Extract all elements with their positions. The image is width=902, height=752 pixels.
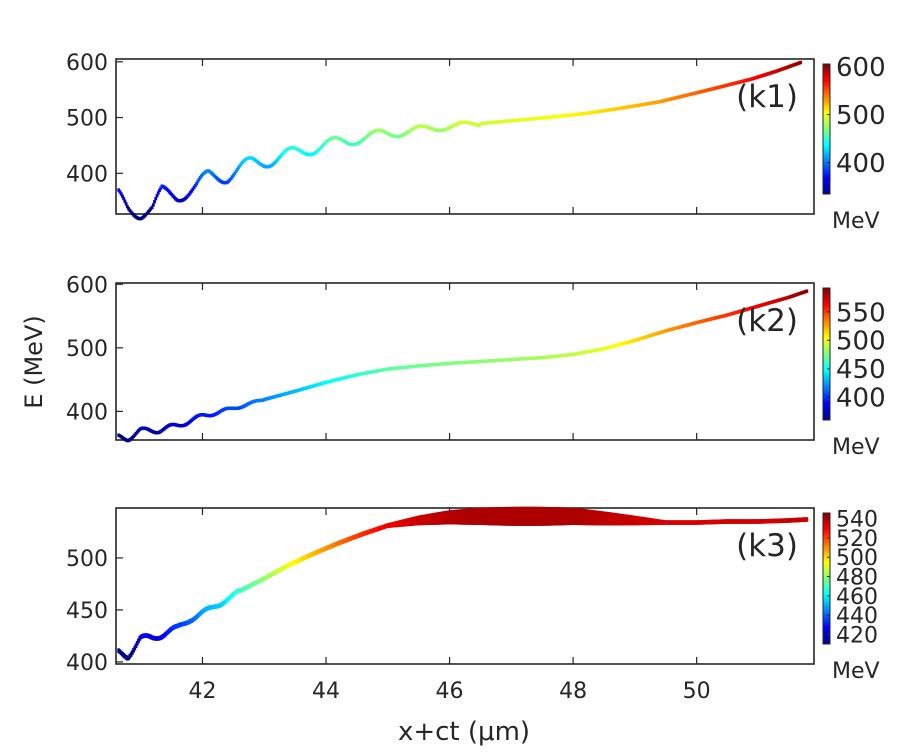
colorbar-unit: MeV — [832, 435, 880, 460]
colorbar-tick-label: 450 — [836, 355, 886, 385]
scatter-point — [159, 186, 163, 190]
x-axis-label: x+ct (μm) — [398, 717, 530, 747]
panel-label: (k2) — [736, 303, 798, 339]
scatter-point — [234, 169, 238, 174]
scatter-points — [117, 506, 809, 661]
scatter-point — [805, 517, 809, 522]
scatter-point — [135, 641, 139, 646]
scatter-point — [150, 205, 154, 210]
x-tick-label: 42 — [188, 679, 216, 704]
scatter-point — [133, 645, 137, 651]
scatter-point — [151, 203, 155, 207]
colorbar-unit: MeV — [832, 209, 880, 234]
scatter-point — [191, 187, 195, 191]
y-tick-label: 600 — [66, 51, 108, 76]
colorbar-unit: MeV — [832, 659, 880, 684]
colorbar-tick-label: 500 — [836, 546, 878, 571]
scatter-point — [192, 185, 196, 190]
scatter-point — [799, 60, 803, 65]
scatter-point — [122, 196, 126, 201]
scatter-point — [120, 194, 124, 198]
colorbar-tick-label: 540 — [836, 508, 878, 533]
scatter-point — [230, 175, 234, 179]
x-tick-label: 50 — [683, 679, 711, 704]
x-tick-label: 44 — [312, 679, 340, 704]
colorbar-tick-label: 500 — [836, 101, 886, 131]
scatter-point — [196, 179, 200, 184]
scatter-point — [123, 199, 127, 203]
scatter-point — [232, 173, 236, 177]
y-tick-label: 400 — [66, 162, 108, 187]
scatter-point — [478, 123, 481, 128]
panel-label: (k3) — [736, 528, 798, 564]
scatter-point — [137, 638, 140, 644]
colorbar — [822, 287, 831, 421]
scatter-points — [117, 289, 809, 443]
colorbar-tick-label: 520 — [836, 527, 878, 552]
scatter-point — [154, 196, 158, 201]
colorbar-tick-label: 600 — [836, 53, 886, 83]
scatter-point — [193, 184, 197, 188]
scatter-point — [805, 289, 809, 293]
y-tick-label: 500 — [66, 547, 108, 572]
scatter-point — [156, 191, 160, 195]
y-tick-label: 400 — [66, 651, 108, 676]
axes-box — [115, 58, 815, 215]
colorbar — [822, 63, 831, 195]
colorbar-tick-label: 400 — [836, 149, 886, 179]
axes-box — [115, 507, 815, 665]
scatter-point — [197, 177, 201, 182]
x-tick-label: 46 — [436, 679, 464, 704]
scatter-point — [188, 191, 192, 195]
panel-1: 400 500 600 (k1) 400 500 600 MeV — [66, 51, 886, 234]
colorbar-tick-label: 480 — [836, 565, 878, 590]
colorbar-tick-label: 440 — [836, 604, 878, 629]
panel-label: (k1) — [736, 79, 798, 115]
scatter-point — [190, 189, 194, 193]
y-tick-label: 500 — [66, 107, 108, 132]
scatter-points — [117, 60, 803, 221]
scatter-point — [118, 190, 122, 194]
scatter-point — [153, 200, 156, 204]
x-tick-label: 48 — [559, 679, 587, 704]
scatter-point — [134, 643, 138, 649]
y-tick-label: 450 — [66, 599, 108, 624]
scatter-point — [119, 192, 123, 196]
scatter-point — [158, 188, 161, 193]
scatter-point — [124, 202, 128, 206]
colorbar-tick-label: 550 — [836, 298, 886, 328]
scatter-point — [235, 167, 239, 172]
scatter-point — [155, 193, 159, 198]
y-axis-label: E (MeV) — [20, 315, 48, 408]
scatter-point — [233, 171, 237, 175]
colorbar-tick-label: 400 — [836, 384, 886, 414]
scatter-point — [195, 182, 198, 186]
colorbar — [822, 512, 831, 645]
colorbar-tick-label: 500 — [836, 327, 886, 357]
y-tick-label: 500 — [66, 337, 108, 362]
colorbar-tick-label: 420 — [836, 623, 878, 648]
scatter-point — [237, 165, 240, 170]
scatter-point — [125, 204, 129, 209]
y-tick-label: 400 — [66, 400, 108, 425]
scatter-point — [117, 188, 121, 192]
y-tick-label: 600 — [66, 273, 108, 298]
colorbar-tick-label: 460 — [836, 585, 878, 610]
